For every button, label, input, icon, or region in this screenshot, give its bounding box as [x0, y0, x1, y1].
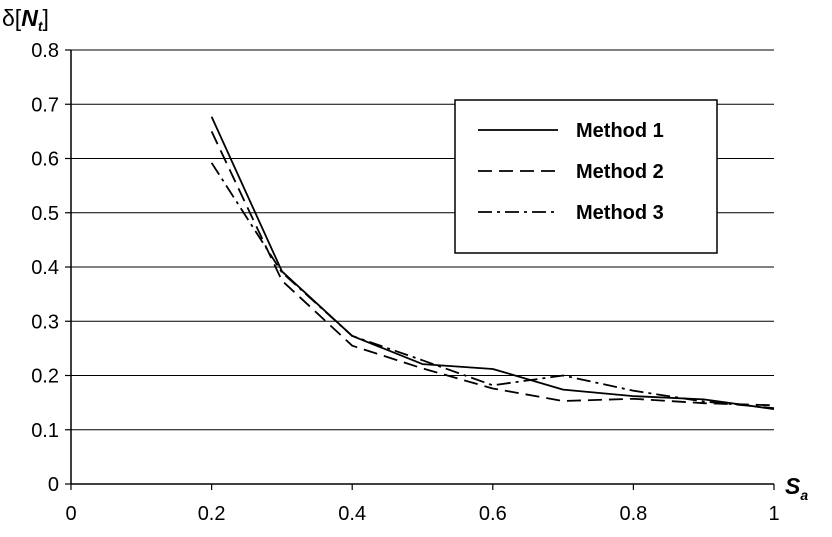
- y-axis-title-suffix: ]: [43, 5, 49, 31]
- y-tick-label: 0.6: [31, 149, 59, 171]
- x-tick-label: 0: [65, 503, 76, 525]
- y-tick-label: 0.3: [31, 311, 59, 333]
- y-tick-label: 0.4: [31, 257, 59, 279]
- legend-label-method-2: Method 2: [576, 161, 664, 183]
- y-tick-label: 0.7: [31, 94, 59, 116]
- y-tick-label: 0: [48, 474, 59, 496]
- x-tick-label: 1: [768, 503, 779, 525]
- y-tick-label: 0.8: [31, 40, 59, 62]
- series-lines: [210, 116, 775, 410]
- grid-lines: [71, 49, 774, 431]
- y-axis-title-sub: t: [38, 18, 44, 34]
- y-axis-title-main: N: [21, 5, 38, 31]
- y-tick-label: 0.2: [31, 366, 59, 388]
- legend: Method 1 Method 2 Method 3: [454, 99, 718, 254]
- y-axis-title-prefix: δ[: [2, 5, 22, 31]
- x-axis-title: Sa: [785, 473, 808, 503]
- y-tick-labels: 0 0.1 0.2 0.3 0.4 0.5 0.6 0.7 0.8: [31, 40, 71, 496]
- y-axis-title: δ[Nt]: [2, 5, 49, 34]
- x-tick-label: 0.4: [338, 503, 366, 525]
- x-tick-label: 0.6: [479, 503, 507, 525]
- legend-box: [454, 99, 718, 254]
- y-tick-label: 0.5: [31, 203, 59, 225]
- x-tick-label: 0.2: [198, 503, 226, 525]
- x-tick-label: 0.8: [619, 503, 647, 525]
- legend-label-method-3: Method 3: [576, 202, 664, 224]
- x-axis-title-main: S: [785, 473, 801, 499]
- x-tick-labels: 0 0.2 0.4 0.6 0.8 1: [65, 484, 780, 525]
- legend-label-method-1: Method 1: [576, 120, 664, 142]
- series-line-method-2: [210, 131, 775, 407]
- y-tick-label: 0.1: [31, 420, 59, 442]
- x-axis-title-sub: a: [800, 487, 808, 503]
- series-line-method-1: [210, 116, 775, 410]
